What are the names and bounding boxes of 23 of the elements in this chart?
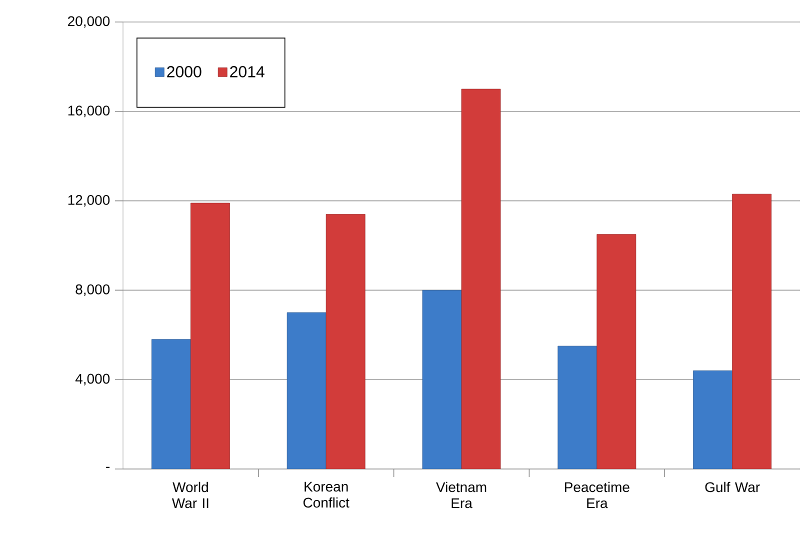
y-tick-label: 8,000 <box>76 284 110 296</box>
bar <box>596 234 636 469</box>
x-tick-label: Korean Conflict <box>303 482 350 508</box>
y-tick-label: 16,000 <box>68 106 110 118</box>
bar <box>422 290 462 469</box>
bar <box>558 346 598 469</box>
bar <box>190 202 230 469</box>
y-tick-label: - <box>106 466 110 468</box>
bar <box>732 194 772 469</box>
x-tick-label: Gulf War <box>705 482 760 492</box>
bar <box>152 339 191 469</box>
legend-label: 2014 <box>230 66 264 78</box>
bar <box>286 312 326 469</box>
x-tick-label: World War II <box>172 482 208 508</box>
y-tick-label: 20,000 <box>68 16 110 28</box>
x-tick-label: Vietnam Era <box>436 482 486 508</box>
x-tick-label: Peacetime Era <box>564 482 630 508</box>
bar <box>326 214 366 469</box>
bar <box>693 370 733 469</box>
legend-label: 2000 <box>167 66 202 78</box>
bar <box>461 88 501 469</box>
y-tick-label: 4,000 <box>75 374 110 386</box>
y-tick-label: 12,000 <box>68 195 110 207</box>
